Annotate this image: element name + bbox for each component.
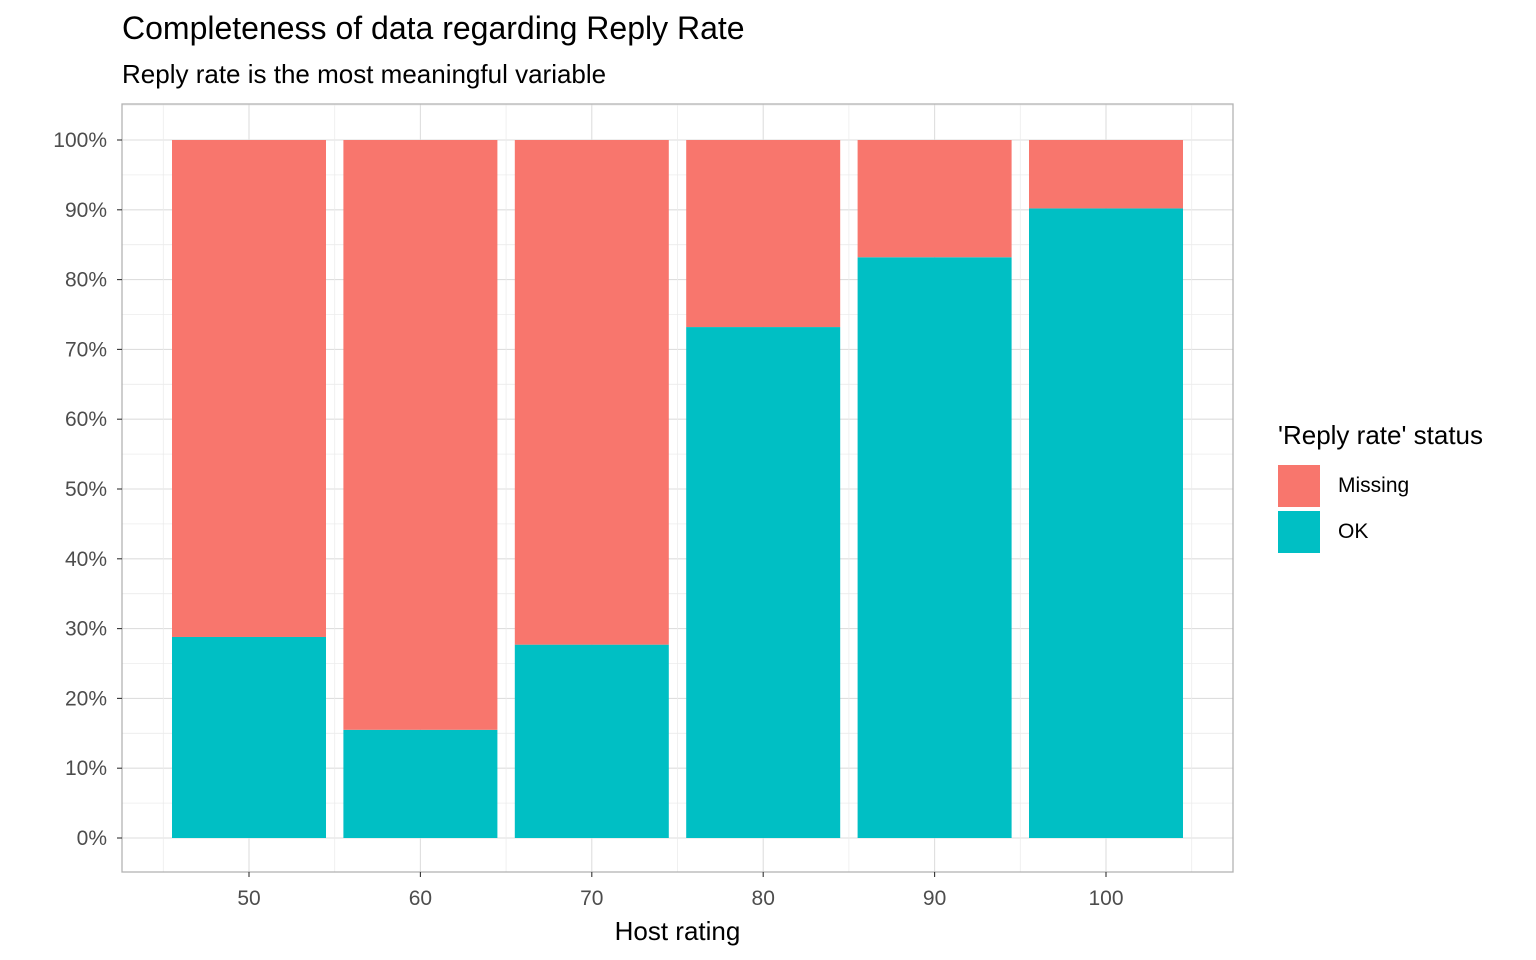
bar-ok-50: [172, 636, 326, 838]
y-tick-label: 50%: [65, 478, 107, 501]
legend-key-ok: [1278, 511, 1320, 553]
bar-ok-80: [686, 327, 841, 838]
legend-label-missing: Missing: [1338, 474, 1410, 497]
bar-ok-70: [514, 644, 669, 838]
bar-missing-80: [686, 140, 841, 328]
bar-missing-60: [343, 140, 498, 730]
y-axis-ticks: 0% 10% 20% 30% 40% 50% 60% 70% 80% 90% 100%: [53, 129, 122, 850]
bar-missing-50: [172, 140, 326, 637]
x-tick-label: 50: [237, 887, 260, 910]
bars: [172, 140, 1183, 839]
x-tick-label: 90: [923, 887, 946, 910]
y-tick-label: 90%: [65, 199, 107, 222]
legend-label-ok: OK: [1338, 520, 1369, 543]
y-tick-label: 0%: [77, 827, 107, 850]
bar-ok-100: [1029, 208, 1183, 839]
bar-ok-90: [857, 257, 1012, 838]
x-tick-label: 80: [752, 887, 775, 910]
bar-missing-90: [857, 140, 1012, 258]
y-tick-label: 20%: [65, 687, 107, 710]
legend-title: 'Reply rate' status: [1278, 420, 1484, 450]
y-tick-label: 60%: [65, 408, 107, 431]
chart-subtitle: Reply rate is the most meaningful variab…: [122, 59, 607, 89]
panel-border: [121, 103, 1234, 873]
legend-item-missing: Missing: [1278, 465, 1483, 507]
y-tick-label: 10%: [65, 757, 107, 780]
y-tick-label: 30%: [65, 618, 107, 641]
legend: 'Reply rate' status Missing OK: [1278, 420, 1483, 557]
bar-ok-60: [343, 729, 498, 838]
bar-missing-100: [1029, 140, 1183, 209]
y-tick-label: 80%: [65, 269, 107, 292]
x-tick-label: 70: [580, 887, 603, 910]
y-tick-label: 70%: [65, 338, 107, 361]
x-tick-label: 60: [409, 887, 432, 910]
y-tick-label: 100%: [53, 129, 107, 152]
chart-title: Completeness of data regarding Reply Rat…: [122, 10, 745, 46]
x-tick-label: 100: [1088, 887, 1123, 910]
x-axis-title: Host rating: [615, 916, 741, 946]
legend-item-ok: OK: [1278, 511, 1483, 553]
y-tick-label: 40%: [65, 548, 107, 571]
legend-key-missing: [1278, 465, 1320, 507]
bar-missing-70: [514, 140, 669, 645]
x-axis-ticks: 50 60 70 80 90 100: [237, 872, 1124, 910]
